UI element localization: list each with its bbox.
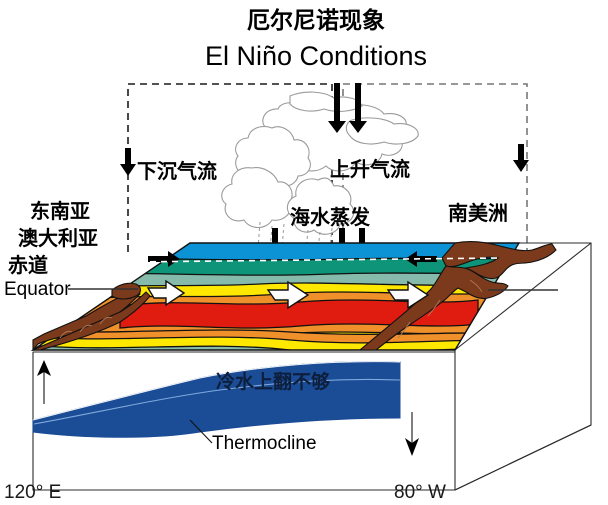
label-descending-air: 下沉气流 <box>137 159 217 183</box>
label-equator-chinese: 赤道 <box>8 253 48 277</box>
rising-air-arrows <box>328 83 367 133</box>
label-rising-air: 上升气流 <box>330 157 410 181</box>
label-weak-upwelling: 冷水上翻不够 <box>216 370 330 393</box>
downwelling-arrow-right <box>405 412 419 456</box>
label-thermocline: Thermocline <box>212 433 317 454</box>
landmass-australia-southeast-asia <box>32 282 151 352</box>
label-australia: 澳大利亚 <box>18 226 98 250</box>
equator-surface-dashed-line <box>127 257 501 263</box>
upwelling-arrow-weak <box>37 360 51 404</box>
page-title-english: El Niño Conditions <box>205 41 427 71</box>
axis-label-right-longitude: 80° W <box>394 482 446 503</box>
page-title-chinese: 厄尔尼诺现象 <box>247 7 385 34</box>
label-equator-english: Equator <box>4 279 71 300</box>
axis-label-left-longitude: 120° E <box>4 482 61 503</box>
label-evaporation: 海水蒸发 <box>290 205 371 229</box>
thermocline-leader-line <box>189 419 213 444</box>
label-southeast-asia: 东南亚 <box>30 199 90 223</box>
surface-current-arrows <box>146 279 430 310</box>
landmass-south-america <box>358 241 557 351</box>
surface-wind-arrow-west <box>405 251 437 267</box>
descending-air-arrow <box>120 148 136 176</box>
cumulonimbus-cloud-icon <box>221 91 419 251</box>
ocean-box-frame <box>32 242 592 491</box>
thermocline-layer <box>32 361 401 438</box>
descending-air-arrow-right <box>513 144 529 172</box>
surface-wind-arrow-east <box>148 251 180 267</box>
label-south-america: 南美洲 <box>448 201 508 225</box>
